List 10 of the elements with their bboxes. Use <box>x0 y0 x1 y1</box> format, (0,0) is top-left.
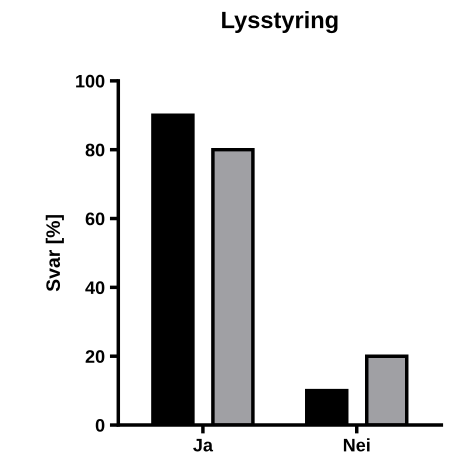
y-tick-label: 0 <box>96 418 104 432</box>
y-tick-label: 20 <box>86 350 104 363</box>
y-axis-title: Svar [%] <box>46 215 64 292</box>
y-tick-label: 40 <box>85 281 104 294</box>
y-tick-label: 100 <box>76 74 104 88</box>
y-tick-label: 60 <box>86 212 104 226</box>
x-tick-label: Nei <box>344 438 370 452</box>
y-tick-label: 80 <box>86 144 104 156</box>
x-tick-label: Ja <box>193 438 214 452</box>
chart-title: Lysstyring <box>222 10 338 34</box>
